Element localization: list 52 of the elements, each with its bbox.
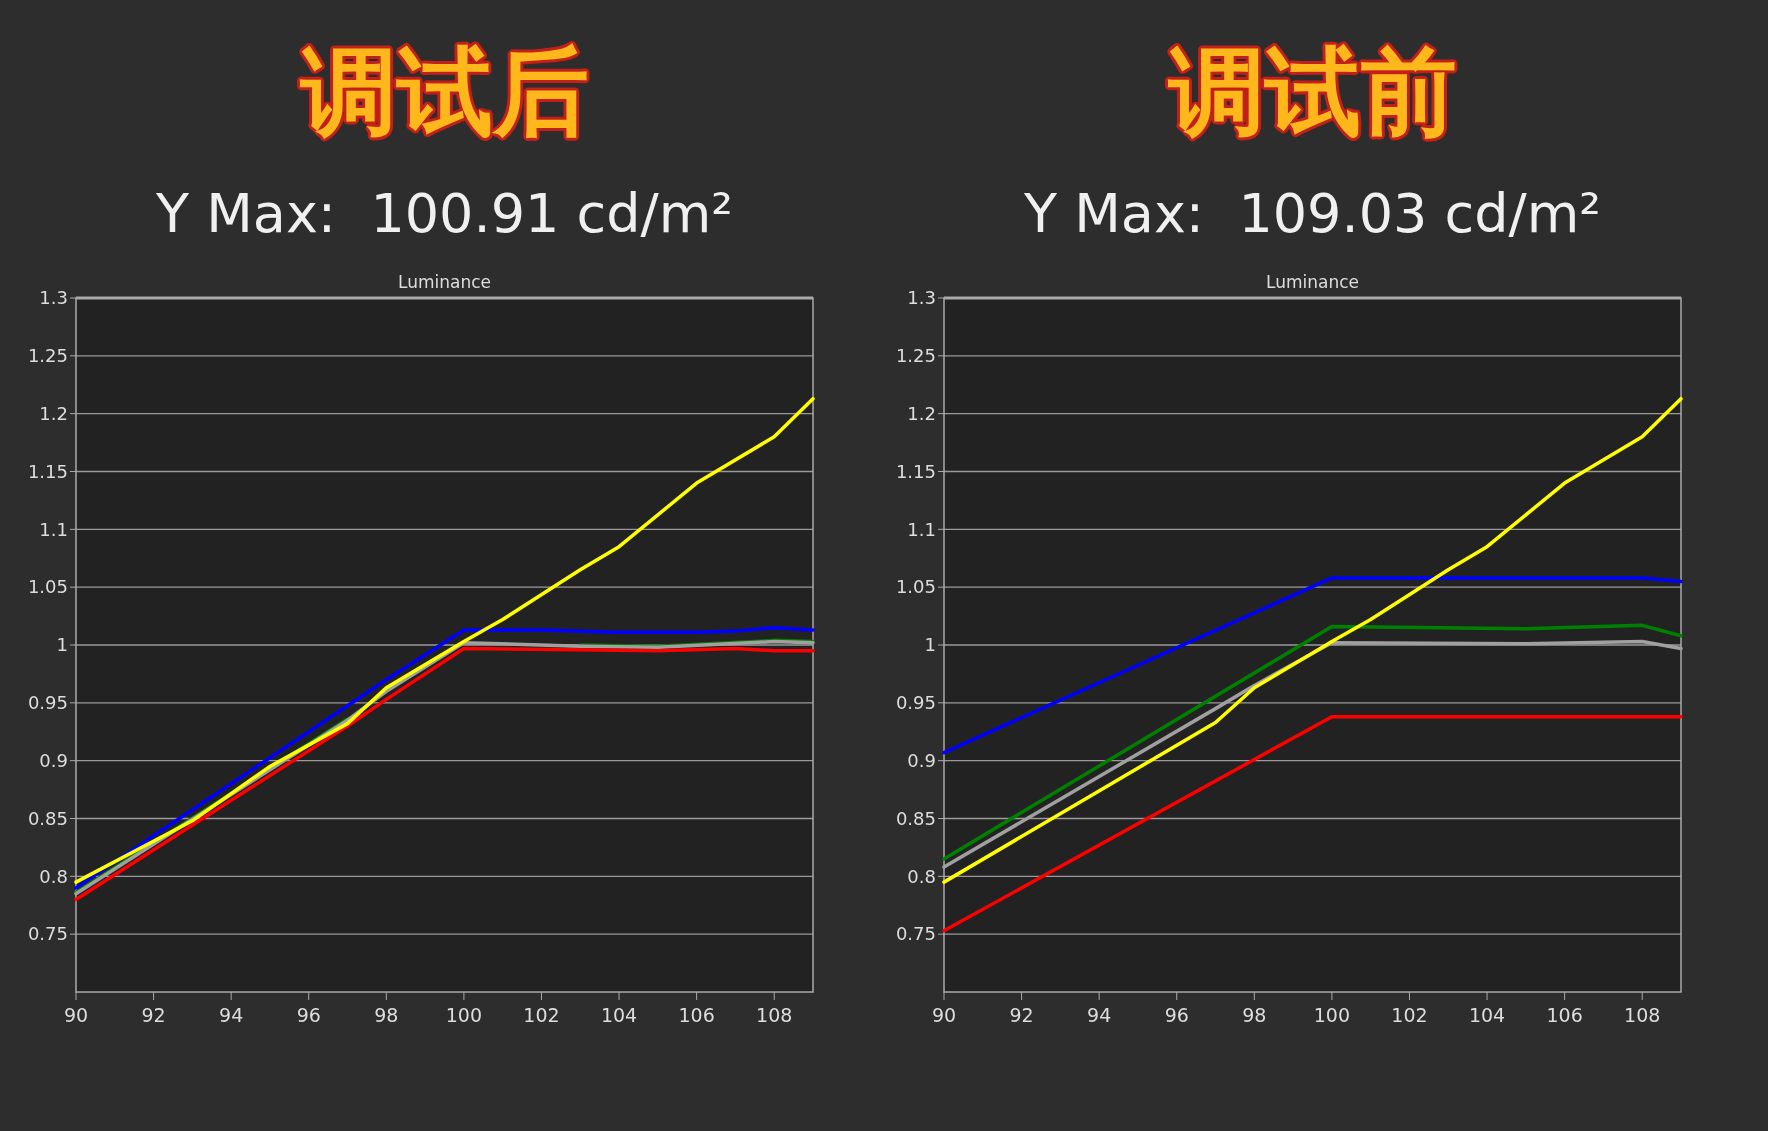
- y-tick-label: 0.95: [895, 692, 936, 714]
- x-tick-label: 96: [1164, 1004, 1189, 1026]
- y-tick-label: 1.25: [895, 345, 936, 367]
- x-tick-label: 106: [678, 1004, 715, 1026]
- x-tick-label: 90: [63, 1004, 89, 1026]
- x-tick-label: 92: [1009, 1004, 1034, 1026]
- text: Luminance: [1265, 272, 1360, 292]
- y-tick-label: 0.9: [39, 749, 68, 771]
- y-tick-label: 0.8: [907, 865, 936, 887]
- x-tick-label: 96: [296, 1004, 321, 1026]
- y-tick-label: 1.15: [27, 460, 68, 482]
- chart-subtitle: Y Max: 100.91 cd/m²: [155, 182, 733, 245]
- y-tick-label: 1: [924, 634, 936, 656]
- x-tick-label: 98: [1242, 1004, 1267, 1026]
- x-tick-label: 102: [523, 1004, 560, 1026]
- x-tick-label: 100: [1313, 1004, 1351, 1026]
- line-series: [74, 396, 815, 884]
- line-series: [942, 396, 1683, 884]
- y-tick-label: 0.95: [27, 692, 68, 714]
- y-tick-label: 1: [56, 634, 68, 656]
- y-tick-label: 0.8: [39, 865, 68, 887]
- x-tick-label: 108: [1624, 1004, 1661, 1026]
- y-tick-label: 1.1: [39, 518, 68, 540]
- x-tick-label: 104: [1468, 1004, 1506, 1026]
- chart-title: 调试前: [1166, 36, 1457, 148]
- x-tick-label: 100: [445, 1004, 483, 1026]
- y-tick-label: 1.1: [907, 518, 936, 540]
- y-tick-label: 0.85: [895, 807, 936, 829]
- y-tick-label: 1.2: [39, 402, 68, 424]
- y-tick-label: 1.05: [895, 576, 936, 598]
- chart-subtitle: Y Max: 109.03 cd/m²: [1023, 182, 1601, 245]
- x-tick-label: 102: [1391, 1004, 1428, 1026]
- x-tick-label: 98: [374, 1004, 399, 1026]
- y-tick-label: 0.75: [895, 923, 936, 945]
- x-tick-label: 106: [1546, 1004, 1583, 1026]
- y-tick-label: 1.15: [895, 460, 936, 482]
- x-tick-label: 104: [600, 1004, 638, 1026]
- y-tick-label: 1.25: [27, 345, 68, 367]
- y-tick-label: 0.9: [907, 749, 936, 771]
- chart-title: 调试后: [298, 36, 589, 148]
- x-tick-label: 92: [141, 1004, 166, 1026]
- y-tick-label: 0.85: [27, 807, 68, 829]
- y-tick-label: 1.3: [39, 287, 68, 309]
- text: Luminance: [397, 272, 492, 292]
- y-tick-label: 0.75: [27, 923, 68, 945]
- x-tick-label: 94: [1087, 1004, 1112, 1026]
- y-tick-label: 1.05: [27, 576, 68, 598]
- x-tick-label: 94: [219, 1004, 244, 1026]
- y-tick-label: 1.2: [907, 402, 936, 424]
- x-tick-label: 90: [931, 1004, 957, 1026]
- y-tick-label: 1.3: [907, 287, 936, 309]
- x-tick-label: 108: [756, 1004, 793, 1026]
